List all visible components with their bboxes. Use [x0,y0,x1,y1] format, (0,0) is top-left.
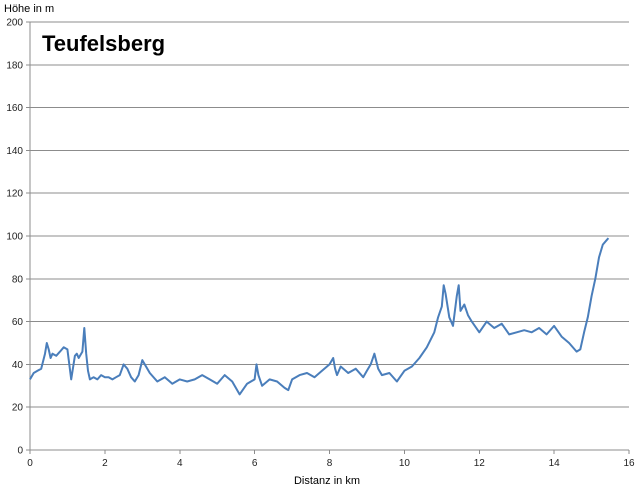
y-tick-label: 120 [6,189,23,200]
x-tick-label: 14 [549,458,561,469]
y-tick-label: 200 [6,18,23,29]
y-tick-label: 140 [6,146,23,157]
y-tick-label: 180 [6,60,23,71]
x-tick-label: 16 [623,458,635,469]
x-tick-label: 4 [177,458,183,469]
x-tick-label: 8 [327,458,333,469]
x-tick-label: 12 [474,458,486,469]
elevation-line [29,237,610,396]
chart-title: Teufelsberg [42,31,165,56]
x-tick-label: 0 [27,458,33,469]
y-tick-label: 100 [6,232,23,243]
axes [26,21,630,454]
y-tick-label: 20 [12,403,24,414]
y-tick-labels: 0 20 40 60 80 100 120 140 160 180 200 [6,18,23,457]
y-tick-label: 160 [6,103,23,114]
x-tick-label: 6 [252,458,258,469]
x-tick-label: 10 [399,458,411,469]
gridlines [30,21,629,408]
y-axis-title: Höhe in m [4,3,54,15]
y-tick-label: 60 [12,317,24,328]
y-tick-label: 80 [12,274,24,285]
x-tick-label: 2 [102,458,108,469]
y-tick-label: 40 [12,360,24,371]
y-tick-label: 0 [17,446,23,457]
x-tick-labels: 0 2 4 6 8 10 12 14 16 [27,458,635,469]
x-axis-title: Distanz in km [294,475,360,487]
